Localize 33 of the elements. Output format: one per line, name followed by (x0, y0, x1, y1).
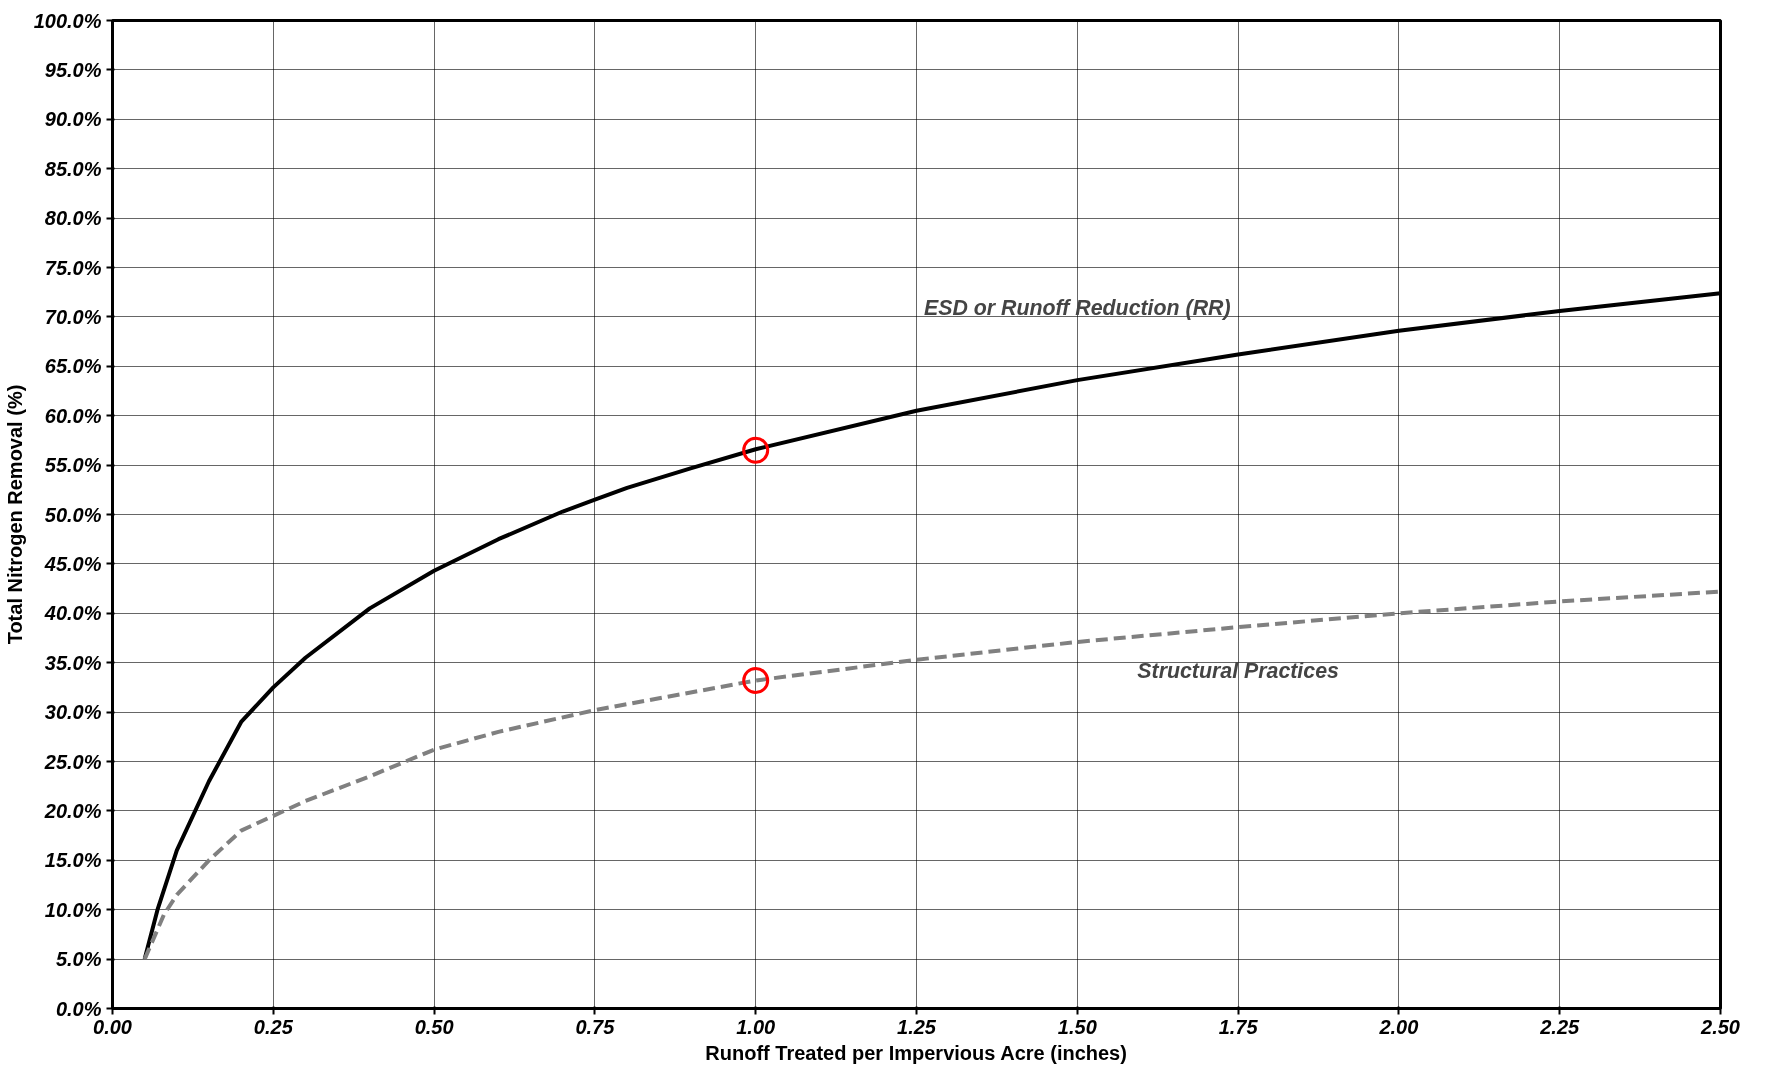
x-tick-label: 1.50 (1057, 1015, 1097, 1038)
y-tick-label: 60.0% (44, 404, 102, 427)
y-tick-label: 85.0% (44, 157, 102, 180)
y-tick-label: 45.0% (43, 552, 102, 575)
y-tick-label: 20.0% (43, 799, 102, 822)
x-tick-label: 0.50 (414, 1015, 454, 1038)
x-tick-label: 2.25 (1539, 1015, 1581, 1038)
y-tick-label: 100.0% (33, 9, 102, 32)
x-tick-label: 2.50 (1700, 1015, 1740, 1038)
x-tick-label: 0.75 (575, 1015, 616, 1038)
x-tick-label: 2.00 (1378, 1015, 1419, 1038)
x-tick-label: 0.25 (253, 1015, 294, 1038)
y-tick-label: 70.0% (44, 305, 102, 328)
y-tick-label: 65.0% (44, 355, 102, 378)
y-tick-label: 15.0% (44, 849, 102, 872)
y-tick-label: 80.0% (44, 207, 102, 230)
line-series (142, 589, 1721, 962)
y-tick-label: 50.0% (44, 503, 102, 526)
y-tick-label: 90.0% (44, 108, 102, 131)
x-tick-label: 1.75 (1218, 1015, 1259, 1038)
y-tick-label: 10.0% (44, 898, 102, 921)
y-tick-label: 40.0% (43, 602, 102, 625)
x-axis-title: Runoff Treated per Impervious Acre (inches) (705, 1041, 1127, 1064)
y-tick-label: 30.0% (44, 701, 102, 724)
y-tick-label: 25.0% (43, 750, 102, 773)
y-tick-label: 35.0% (44, 651, 102, 674)
y-tick-label: 5.0% (55, 948, 102, 971)
y-tick-label: 55.0% (44, 454, 102, 477)
y-tick-label: 95.0% (44, 58, 102, 81)
y-axis-title: Total Nitrogen Removal (%) (3, 384, 26, 645)
x-tick-label: 1.25 (897, 1015, 937, 1038)
x-tick-label: 1.00 (736, 1015, 776, 1038)
y-tick-label: 75.0% (44, 256, 102, 279)
